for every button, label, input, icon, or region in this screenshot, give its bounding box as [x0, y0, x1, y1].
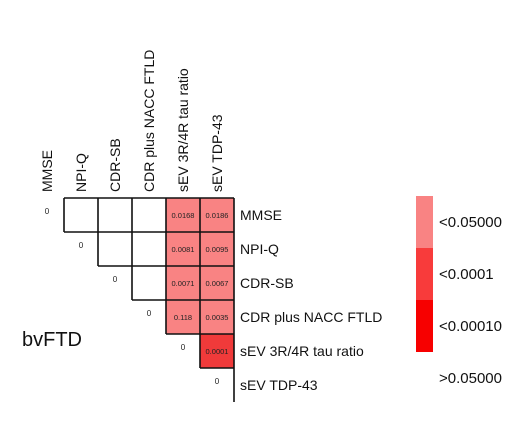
diagonal-value: 0: [113, 275, 118, 284]
cell-value: 0.0081: [172, 245, 195, 254]
row-label: CDR plus NACC FTLD: [240, 309, 382, 325]
heatmap-cell: [166, 300, 200, 334]
row-label: MMSE: [240, 207, 282, 223]
cell-value: 0.0186: [206, 211, 229, 220]
row-label: sEV TDP-43: [240, 377, 318, 393]
heatmap-cell: [200, 300, 234, 334]
heatmap-cell: [166, 266, 200, 300]
heatmap-cell: [200, 334, 234, 368]
heatmap-cell: [166, 232, 200, 266]
heatmap-cell: [200, 198, 234, 232]
column-label: sEV TDP-43: [209, 114, 225, 192]
row-label: CDR-SB: [240, 275, 294, 291]
diagonal-value: 0: [45, 207, 50, 216]
legend-label: <0.00010: [439, 318, 502, 335]
cell-value: 0.0067: [206, 279, 229, 288]
row-label: NPI-Q: [240, 241, 279, 257]
legend-swatch: [416, 196, 433, 248]
column-label: MMSE: [39, 150, 55, 192]
group-label: bvFTD: [22, 329, 82, 351]
column-label: CDR plus NACC FTLD: [141, 50, 157, 192]
heatmap-cell: [200, 266, 234, 300]
cell-value: 0.0035: [206, 313, 229, 322]
diagonal-value: 0: [79, 241, 84, 250]
cell-value: 0.0095: [206, 245, 229, 254]
cell-value: 0.0001: [206, 347, 229, 356]
row-label: sEV 3R/4R tau ratio: [240, 343, 364, 359]
heatmap-cell: [166, 198, 200, 232]
legend-swatch: [416, 248, 433, 300]
cell-value: 0.0168: [172, 211, 195, 220]
legend-label: >0.05000: [439, 370, 502, 387]
heatmap-cell: [200, 232, 234, 266]
cell-value: 0.0071: [172, 279, 195, 288]
column-label: NPI-Q: [73, 153, 89, 192]
legend-label: <0.0001: [439, 266, 494, 283]
diagonal-value: 0: [147, 309, 152, 318]
legend-swatch: [416, 300, 433, 352]
column-label: sEV 3R/4R tau ratio: [175, 68, 191, 192]
legend-label: <0.05000: [439, 214, 502, 231]
grid-lines: [63, 197, 235, 402]
column-label: CDR-SB: [107, 138, 123, 192]
cell-value: 0.118: [174, 313, 192, 322]
legend-swatch: [416, 352, 433, 404]
diagonal-value: 0: [215, 377, 220, 386]
diagonal-value: 0: [181, 343, 186, 352]
